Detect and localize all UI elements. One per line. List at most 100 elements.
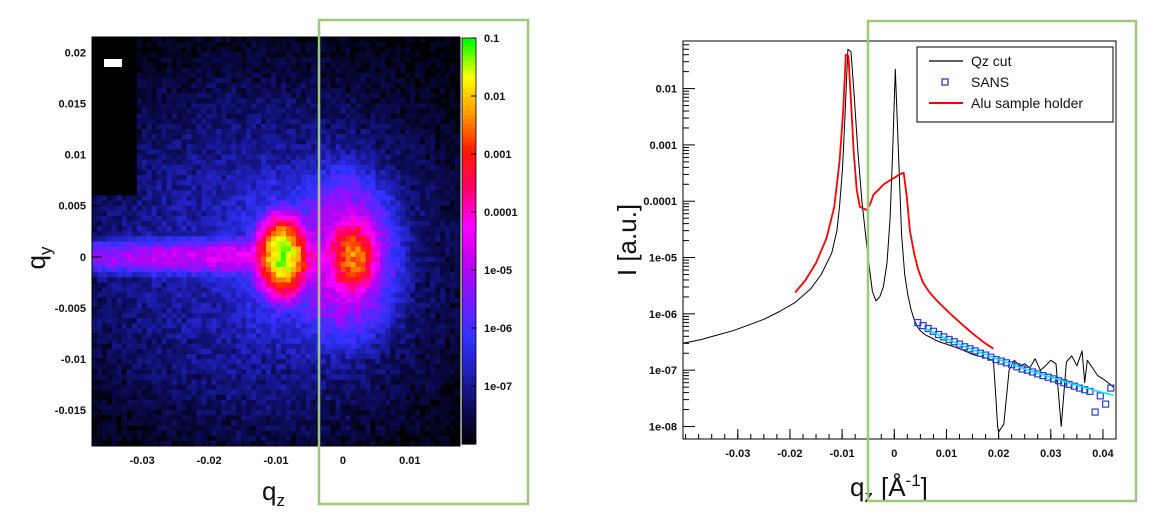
heatmap-cell (285, 307, 292, 314)
heatmap-cell (450, 236, 456, 242)
heatmap-cell (146, 353, 153, 360)
heatmap-cell (385, 241, 391, 248)
heatmap-cell (131, 246, 138, 253)
heatmap-cell (201, 42, 207, 48)
heatmap-cell (116, 221, 123, 227)
heatmap-cell (171, 256, 177, 263)
heatmap-cell (335, 369, 342, 375)
heatmap-cell (390, 195, 396, 201)
heatmap-cell (261, 88, 267, 94)
heatmap-cell (320, 261, 327, 268)
heatmap-cell (216, 37, 222, 43)
heatmap-cell (236, 123, 242, 130)
heatmap-cell (435, 180, 441, 186)
heatmap-cell (256, 67, 262, 74)
heatmap-cell (131, 72, 138, 79)
heatmap-cell (405, 292, 411, 299)
heatmap-cell (151, 52, 158, 58)
heatmap-cell (186, 149, 192, 155)
heatmap-cell (216, 47, 222, 53)
heatmap-cell (385, 180, 391, 186)
heatmap-cell (236, 241, 242, 248)
heatmap-cell (405, 338, 411, 345)
heatmap-cell (96, 62, 103, 69)
heatmap-cell (330, 261, 337, 268)
heatmap-cell (146, 180, 153, 186)
heatmap-cell (455, 108, 461, 115)
heatmap-cell (435, 149, 441, 155)
heatmap-cell (420, 129, 426, 135)
heatmap-cell (305, 353, 312, 360)
heatmap-cell (136, 328, 143, 334)
heatmap-cell (241, 129, 247, 135)
heatmap-cell (425, 333, 431, 340)
heatmap-cell (290, 62, 297, 69)
heatmap-cell (176, 113, 182, 120)
heatmap-cell (400, 139, 406, 145)
heatmap-cell (385, 256, 391, 263)
heatmap-cell (375, 129, 381, 135)
heatmap-cell (211, 77, 217, 84)
heatmap-cell (355, 62, 361, 69)
heatmap-cell (216, 241, 222, 248)
heatmap-cell (276, 246, 282, 253)
heatmap-cell (151, 282, 158, 288)
heatmap-cell (221, 134, 227, 140)
heatmap-cell (146, 359, 153, 365)
heatmap-cell (186, 139, 192, 145)
heatmap-cell (176, 195, 182, 201)
heatmap-cell (241, 67, 247, 74)
heatmap-cell (380, 52, 386, 58)
heatmap-cell (176, 241, 182, 248)
heatmap-cell (251, 169, 257, 176)
heatmap-cell (101, 277, 108, 283)
heatmap-cell (295, 221, 302, 227)
heatmap-cell (176, 88, 182, 94)
heatmap-cell (191, 83, 197, 89)
heatmap-cell (191, 277, 197, 283)
heatmap-cell (231, 88, 237, 94)
heatmap-cell (151, 108, 158, 115)
heatmap-cell (156, 154, 163, 161)
heatmap-cell (355, 302, 361, 309)
heatmap-cell (395, 338, 401, 345)
heatmap-cell (285, 62, 292, 69)
heatmap-cell (345, 226, 351, 232)
heatmap-cell (226, 195, 232, 201)
heatmap-cell (141, 164, 148, 171)
heatmap-cell (375, 164, 381, 171)
heatmap-cell (101, 379, 108, 386)
heatmap-cell (136, 52, 143, 58)
heatmap-cell (430, 180, 436, 186)
heatmap-cell (375, 62, 381, 69)
heatmap-cell (400, 190, 406, 196)
heatmap-cell (196, 88, 202, 94)
heatmap-cell (226, 139, 232, 145)
heatmap-cell (156, 47, 163, 53)
heatmap-cell (246, 154, 252, 161)
heatmap-cell (305, 287, 312, 294)
heatmap-cell (345, 318, 351, 324)
heatmap-cell (131, 93, 138, 99)
heatmap-cell (415, 241, 421, 248)
heatmap-cell (345, 236, 351, 242)
heatmap-cell (271, 307, 277, 314)
heatmap-cell (350, 77, 356, 84)
heatmap-cell (300, 221, 307, 227)
heatmap-cell (256, 282, 262, 288)
heatmap-cell (121, 180, 128, 186)
heatmap-cell (246, 205, 252, 212)
heatmap-cell (221, 215, 227, 222)
heatmap-cell (330, 348, 337, 355)
heatmap-cell (121, 149, 128, 155)
heatmap-cell (211, 52, 217, 58)
heatmap-cell (290, 123, 297, 130)
heatmap-cell (395, 169, 401, 176)
heatmap-cell (355, 272, 361, 278)
heatmap-cell (370, 246, 376, 253)
heatmap-cell (181, 37, 187, 43)
heatmap-cell (340, 287, 347, 294)
heatmap-cell (141, 302, 148, 309)
heatmap-cell (325, 353, 332, 360)
heatmap-cell (141, 272, 148, 278)
